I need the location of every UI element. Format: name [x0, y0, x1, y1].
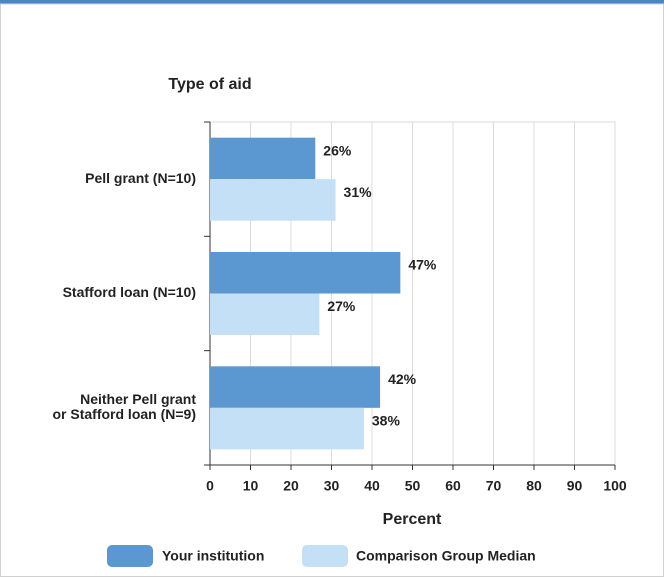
x-tick-label: 100: [603, 478, 627, 494]
x-tick-label: 50: [405, 478, 421, 494]
bar: [210, 252, 401, 294]
x-tick-label: 70: [486, 478, 502, 494]
bar: [210, 407, 364, 450]
x-tick-label: 30: [324, 478, 340, 494]
bar: [210, 366, 381, 408]
bar: [210, 137, 316, 180]
x-tick-label: 10: [243, 478, 259, 494]
x-tick-label: 60: [445, 478, 461, 494]
bar: [210, 293, 320, 335]
value-label: 27%: [327, 298, 356, 314]
legend-swatch: [302, 545, 348, 567]
legend-label: Comparison Group Median: [356, 548, 536, 564]
value-label: 42%: [388, 371, 417, 387]
x-tick-label: 20: [283, 478, 299, 494]
legend-swatch: [107, 545, 153, 567]
x-tick-label: 80: [526, 478, 542, 494]
legend-label: Your institution: [162, 548, 264, 564]
y-tick-label: or Stafford loan (N=9): [52, 406, 196, 422]
y-axis-title: Type of aid: [168, 76, 251, 93]
value-label: 38%: [372, 413, 401, 429]
x-axis-title: Percent: [383, 511, 442, 528]
y-tick-label: Pell grant (N=10): [85, 170, 196, 186]
value-label: 26%: [323, 142, 352, 158]
value-label: 31%: [344, 184, 373, 200]
y-tick-label: Neither Pell grant: [80, 391, 196, 407]
bar: [210, 179, 336, 221]
y-tick-label: Stafford loan (N=10): [63, 284, 196, 300]
value-label: 47%: [408, 257, 437, 273]
x-tick-label: 90: [567, 478, 583, 494]
top-bar: [0, 0, 664, 4]
x-tick-label: 0: [206, 478, 214, 494]
x-tick-label: 40: [364, 478, 380, 494]
